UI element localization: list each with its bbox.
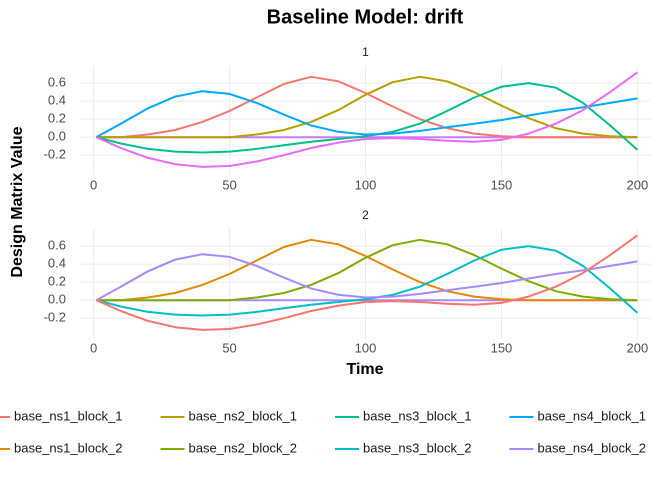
y-tick-label: 0.6: [48, 238, 66, 253]
x-tick-label: 100: [355, 340, 377, 355]
x-tick-label: 150: [491, 177, 513, 192]
legend-label: base_ns3_block_1: [363, 408, 471, 423]
series-line: [96, 82, 639, 154]
facet-title: 2: [362, 208, 369, 222]
series-line: [96, 238, 638, 302]
x-tick-label: 200: [627, 177, 649, 192]
chart-title: Baseline Model: drift: [267, 6, 464, 28]
y-tick-label: 0.4: [48, 93, 66, 108]
x-tick-label: 100: [355, 177, 377, 192]
series-line: [95, 71, 638, 168]
legend-label: base_ns4_block_2: [538, 440, 646, 455]
legend-label: base_ns4_block_1: [538, 408, 646, 423]
facet-title: 1: [362, 45, 369, 59]
x-tick-label: 0: [90, 177, 97, 192]
y-tick-label: 0.2: [48, 274, 66, 289]
legend-label: base_ns1_block_1: [14, 408, 122, 423]
y-tick-label: 0.0: [48, 292, 66, 307]
x-tick-label: 0: [90, 340, 97, 355]
x-tick-label: 50: [222, 340, 236, 355]
y-tick-label: -0.2: [44, 147, 66, 162]
y-tick-label: 0.0: [48, 129, 66, 144]
legend-label: base_ns2_block_1: [189, 408, 297, 423]
series-line: [96, 75, 638, 139]
legend-label: base_ns1_block_2: [14, 440, 122, 455]
series-line: [96, 75, 638, 139]
y-tick-label: 0.2: [48, 111, 66, 126]
series-line: [95, 90, 638, 139]
y-tick-label: -0.2: [44, 310, 66, 325]
y-tick-label: 0.4: [48, 256, 66, 271]
series-line: [95, 253, 638, 302]
x-axis-label: Time: [346, 361, 383, 378]
legend-label: base_ns2_block_2: [189, 440, 297, 455]
series-line: [96, 245, 639, 317]
x-tick-label: 150: [491, 340, 513, 355]
x-tick-label: 200: [627, 340, 649, 355]
series-line: [96, 238, 638, 302]
x-tick-label: 50: [222, 177, 236, 192]
legend-label: base_ns3_block_2: [363, 440, 471, 455]
series-line: [95, 234, 638, 331]
y-tick-label: 0.6: [48, 75, 66, 90]
y-axis-label: Design Matrix Value: [9, 126, 26, 277]
